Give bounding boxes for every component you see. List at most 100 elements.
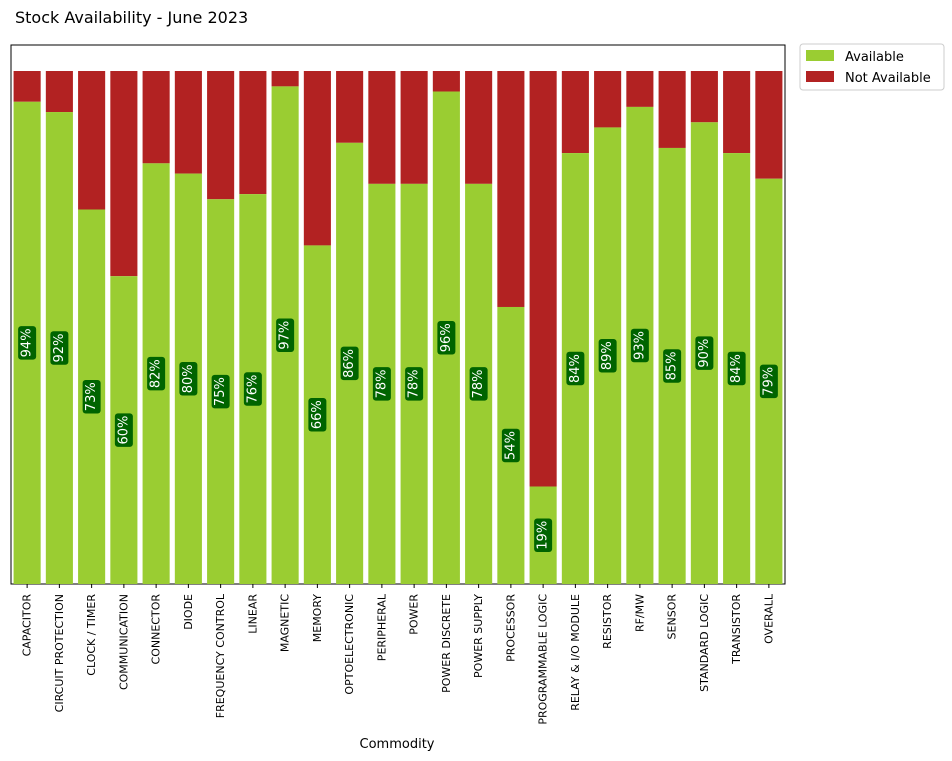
x-axis-label: Commodity <box>360 737 435 752</box>
bar-not-available-connector <box>142 71 170 164</box>
legend-swatch-available <box>806 50 834 61</box>
legend-label-available: Available <box>845 50 904 65</box>
data-label-text: 80% <box>181 364 196 393</box>
bar-not-available-clock-timer <box>78 71 106 210</box>
x-tick-label-power: POWER <box>408 594 421 635</box>
bar-not-available-power-supply <box>465 71 493 184</box>
data-label-programmable-logic: 19% <box>534 518 553 553</box>
data-label-box <box>437 321 456 355</box>
x-tick-label-circuit-protection: CIRCUIT PROTECTION <box>53 594 66 712</box>
data-label-text: 78% <box>471 369 486 398</box>
x-tick-label-communication: COMMUNICATION <box>117 594 130 690</box>
bar-not-available-linear <box>239 71 267 195</box>
data-label-text: 75% <box>213 377 228 406</box>
data-label-box <box>534 518 553 553</box>
bar-not-available-diode <box>174 71 202 174</box>
data-label-capacitor: 94% <box>18 326 37 360</box>
legend-swatch-not-available <box>806 71 834 82</box>
bar-not-available-communication <box>110 71 138 277</box>
data-label-text: 94% <box>20 328 35 357</box>
data-label-box <box>340 346 359 381</box>
data-label-box <box>211 374 230 409</box>
data-label-box <box>566 351 585 386</box>
data-label-text: 84% <box>568 354 583 383</box>
data-label-processor: 54% <box>501 428 520 463</box>
x-tick-label-sensor: SENSOR <box>666 594 679 640</box>
x-tick-label-standard-logic: STANDARD LOGIC <box>698 594 711 692</box>
data-label-text: 66% <box>310 400 325 429</box>
data-label-text: 76% <box>245 375 260 404</box>
x-tick-label-connector: CONNECTOR <box>150 594 163 665</box>
data-label-box <box>243 372 262 406</box>
data-label-resistor: 89% <box>598 338 617 373</box>
data-label-magnetic: 97% <box>276 318 295 352</box>
data-label-text: 86% <box>342 349 357 378</box>
bar-not-available-power-discrete <box>432 71 460 92</box>
data-label-box <box>147 356 166 391</box>
data-label-relay-i-o-module: 84% <box>566 351 585 386</box>
bar-not-available-optoelectronic <box>336 71 364 143</box>
x-tick-label-resistor: RESISTOR <box>601 594 614 649</box>
x-tick-label-overall: OVERALL <box>762 593 775 644</box>
data-label-box <box>630 328 649 363</box>
x-tick-label-memory: MEMORY <box>311 594 324 643</box>
x-tick-label-programmable-logic: PROGRAMMABLE LOGIC <box>537 594 550 725</box>
data-label-box <box>114 413 133 447</box>
bar-not-available-magnetic <box>271 71 299 87</box>
bar-not-available-capacitor <box>13 71 41 102</box>
data-label-transistor: 84% <box>727 351 746 386</box>
data-label-circuit-protection: 92% <box>50 331 69 365</box>
data-label-text: 85% <box>665 352 680 381</box>
data-label-power-discrete: 96% <box>437 321 456 355</box>
data-label-box <box>82 380 101 414</box>
bar-not-available-processor <box>497 71 525 307</box>
data-label-rf-mw: 93% <box>630 328 649 363</box>
data-label-box <box>695 336 714 370</box>
data-label-diode: 80% <box>179 362 198 396</box>
bar-not-available-transistor <box>723 71 751 154</box>
data-label-box <box>179 362 198 396</box>
x-tick-label-power-supply: POWER SUPPLY <box>472 594 485 678</box>
legend: Available Not Available <box>799 43 945 91</box>
data-label-sensor: 85% <box>663 349 682 383</box>
data-label-box <box>727 351 746 386</box>
data-label-standard-logic: 90% <box>695 336 714 370</box>
x-tick-label-capacitor: CAPACITOR <box>21 594 34 657</box>
data-label-text: 89% <box>600 341 615 370</box>
x-tick-label-transistor: TRANSISTOR <box>730 594 743 665</box>
bar-not-available-programmable-logic <box>529 71 557 487</box>
data-label-optoelectronic: 86% <box>340 346 359 381</box>
bar-not-available-resistor <box>594 71 622 128</box>
bar-not-available-memory <box>303 71 331 246</box>
data-label-box <box>372 367 391 401</box>
x-tick-label-optoelectronic: OPTOELECTRONIC <box>343 594 356 695</box>
data-label-text: 78% <box>374 369 389 398</box>
x-tick-label-relay-i-o-module: RELAY & I/O MODULE <box>569 594 582 711</box>
data-label-overall: 79% <box>759 364 778 399</box>
data-label-clock-timer: 73% <box>82 380 101 414</box>
bar-not-available-frequency-control <box>207 71 235 200</box>
x-tick-label-rf-mw: RF/MW <box>633 594 646 632</box>
plot-area-frame <box>10 44 786 585</box>
x-tick-label-peripheral: PERIPHERAL <box>375 593 388 661</box>
data-label-box <box>469 367 488 401</box>
x-tick-label-power-discrete: POWER DISCRETE <box>440 594 453 693</box>
bar-not-available-rf-mw <box>626 71 654 107</box>
data-label-communication: 60% <box>114 413 133 447</box>
data-label-power: 78% <box>405 367 424 401</box>
data-labels-layer: 94% 92% 73% 60% 82% 80% 75% 76% 97% 66% 86% 78% 78% 9… <box>18 318 778 553</box>
data-label-frequency-control: 75% <box>211 374 230 409</box>
bars-layer <box>13 71 783 585</box>
data-label-text: 79% <box>761 367 776 396</box>
chart-title: Stock Availability - June 2023 <box>15 8 248 27</box>
data-label-text: 93% <box>632 331 647 360</box>
data-label-text: 78% <box>407 369 422 398</box>
x-tick-label-linear: LINEAR <box>246 594 259 634</box>
x-tick-labels: CAPACITOR CIRCUIT PROTECTION CLOCK / TIMER… <box>21 584 775 725</box>
x-tick-label-magnetic: MAGNETIC <box>279 594 292 652</box>
bar-not-available-circuit-protection <box>45 71 73 113</box>
data-label-box <box>50 331 69 365</box>
data-label-box <box>18 326 37 360</box>
data-label-power-supply: 78% <box>469 367 488 401</box>
